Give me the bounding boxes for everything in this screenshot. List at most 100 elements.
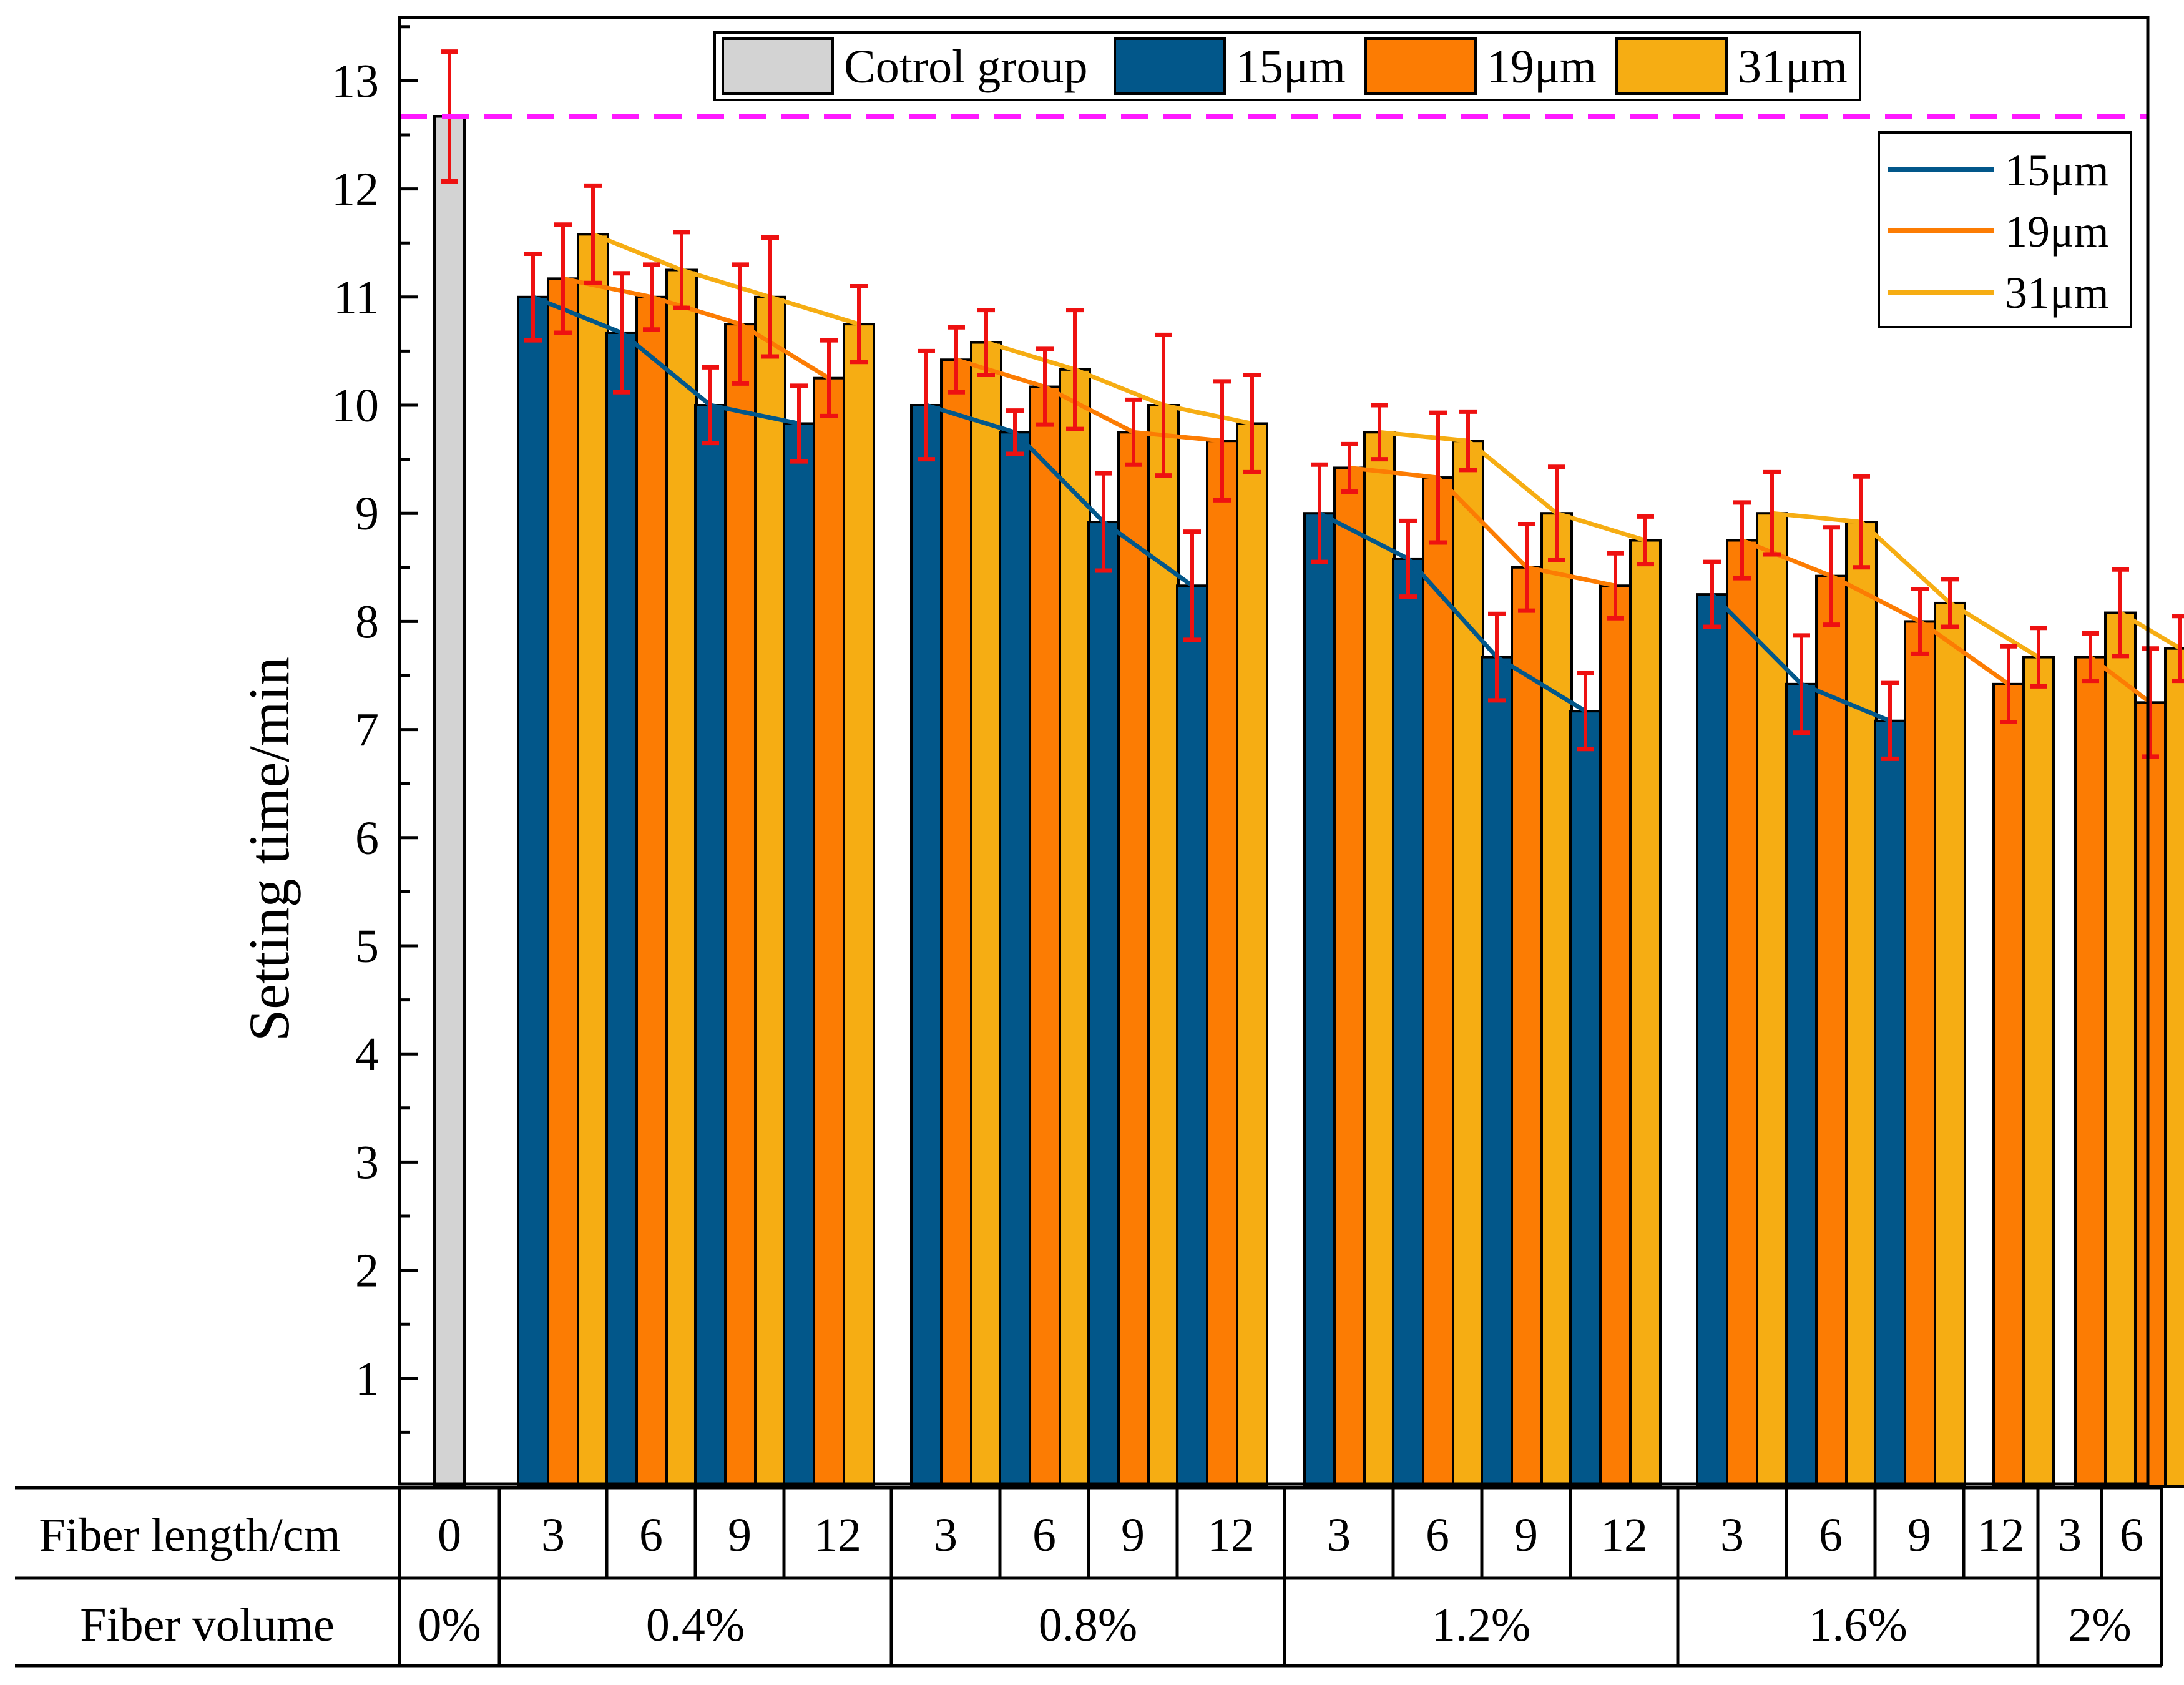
bar-1_6pct-L6-19um [1815,574,1848,1488]
table-cell-length: 9 [1121,1509,1145,1561]
trend-line-1_2pct-15um [1318,511,1587,714]
table-cell-volume: 0% [418,1599,481,1651]
bar-legend-label: 19μm [1487,41,1597,93]
y-tick-label: 9 [355,488,379,540]
bar-0_4pct-L6-31um [665,268,698,1488]
table-cell-length: 3 [934,1509,957,1561]
bar-0_8pct-L12-31um [1236,422,1268,1488]
bar-1_6pct-L9-15um [1874,719,1906,1488]
bar-0_4pct-L3-15um [517,295,549,1488]
bar-0_8pct-L9-15um [1087,521,1120,1488]
bar-legend: Cotrol group 15μm 19μm 31μm [713,31,1861,101]
bar-1_2pct-L12-31um [1629,539,1662,1488]
bar-2pct-L6-19um [2134,701,2167,1488]
trend-line-1_6pct-31um [1771,511,2040,659]
table-cell-length: 12 [1600,1509,1648,1561]
y-tick-label: 5 [355,920,379,973]
bar-legend-swatch [1615,37,1728,95]
y-tick-label: 8 [355,596,379,648]
trend-line-0_4pct-31um [592,232,860,327]
table-row-label-length: Fiber length/cm [39,1509,340,1561]
table-cell-length: 3 [1720,1509,1744,1561]
y-tick-label: 2 [355,1245,379,1297]
y-tick-label: 10 [331,380,379,432]
bar-0_4pct-L6-19um [635,295,668,1488]
table-cell-volume: 1.6% [1808,1599,1907,1651]
trend-line-0_8pct-15um [925,403,1194,588]
bar-0_8pct-L12-19um [1206,440,1238,1488]
bar-0_8pct-L3-31um [970,341,1002,1488]
trend-line-2pct-19um [2089,655,2152,705]
table-cell-volume: 1.2% [1432,1599,1530,1651]
bar-0_8pct-L6-15um [999,431,1031,1488]
y-tick-label: 12 [331,164,379,216]
bar-1_6pct-L3-15um [1696,593,1728,1488]
y-tick-label: 13 [331,55,379,107]
bar-legend-swatch [722,37,834,95]
line-legend-label: 19μm [2005,207,2109,257]
table-cell-length: 12 [814,1509,861,1561]
trend-line-0_8pct-19um [955,357,1223,443]
table-cell-length: 9 [728,1509,752,1561]
bar-0_8pct-L9-19um [1117,431,1150,1488]
table-cell-volume: 2% [2068,1599,2131,1651]
bar-0_8pct-L6-19um [1029,385,1061,1488]
trend-line-2pct-31um [2119,611,2182,651]
bar-2pct-L3-31um [2104,611,2137,1488]
bar-0_4pct-L3-31um [577,233,609,1488]
table-cell-length: 6 [1426,1509,1449,1561]
bar-2pct-L3-19um [2074,656,2107,1488]
bar-0_4pct-L12-19um [813,376,845,1488]
bar-2pct-L6-31um [2164,647,2184,1488]
bar-0_4pct-L9-19um [724,323,757,1488]
table-cell-length: 3 [1327,1509,1351,1561]
table-cell-length: 6 [1819,1509,1843,1561]
bar-1_6pct-L3-31um [1756,512,1788,1488]
bar-0_4pct-L6-15um [605,331,638,1488]
bar-1_2pct-L12-19um [1599,584,1632,1488]
bar-0_8pct-L6-31um [1059,368,1091,1488]
table-cell-length: 6 [2120,1509,2143,1561]
trend-line-1_2pct-31um [1379,430,1647,543]
table-cell-length: 3 [541,1509,565,1561]
y-tick-label: 6 [355,812,379,865]
table-cell-volume: 0.4% [646,1599,745,1651]
bar-1_2pct-L12-15um [1569,710,1602,1488]
bar-1_2pct-L9-15um [1481,656,1513,1488]
bars-layer [433,115,2184,1488]
bar-0_8pct-L3-19um [940,358,972,1488]
bar-1_6pct-L9-19um [1904,620,1936,1488]
y-tick-label: 3 [355,1136,379,1189]
trend-line-0_4pct-19um [562,276,830,380]
bar-1_6pct-L6-15um [1785,682,1818,1488]
table-cell-length: 3 [2058,1509,2082,1561]
line-legend-label: 15μm [2005,145,2109,195]
table-cell-length: 6 [639,1509,663,1561]
y-tick-label: 11 [333,272,379,324]
trend-line-1_6pct-19um [1741,538,2010,686]
trend-line-1_2pct-19um [1349,465,1616,588]
table-cell-length: 9 [1514,1509,1538,1561]
bar-0_4pct-L9-31um [754,295,786,1488]
bar-1_6pct-L6-31um [1845,521,1878,1488]
bar-1_6pct-L9-31um [1934,601,1966,1488]
bar-0_8pct-L12-15um [1176,584,1208,1488]
bar-1_6pct-L3-19um [1726,539,1758,1488]
table-cell-length: 12 [1977,1509,2025,1561]
table-cell-length: 6 [1032,1509,1056,1561]
plot-frame [398,16,2150,1486]
bar-control [433,115,466,1488]
bar-0_4pct-L12-31um [843,323,875,1488]
bar-0_4pct-L3-19um [547,277,579,1488]
bar-1_2pct-L3-19um [1333,466,1366,1488]
trend-line-0_4pct-15um [532,295,800,426]
bar-legend-label: 31μm [1738,41,1848,93]
bar-1_2pct-L9-19um [1511,566,1543,1488]
bar-0_4pct-L12-15um [783,422,815,1488]
line-legend-label: 31μm [2005,268,2109,318]
bar-legend-label: 15μm [1236,41,1346,93]
trend-line-0_8pct-31um [985,340,1253,426]
